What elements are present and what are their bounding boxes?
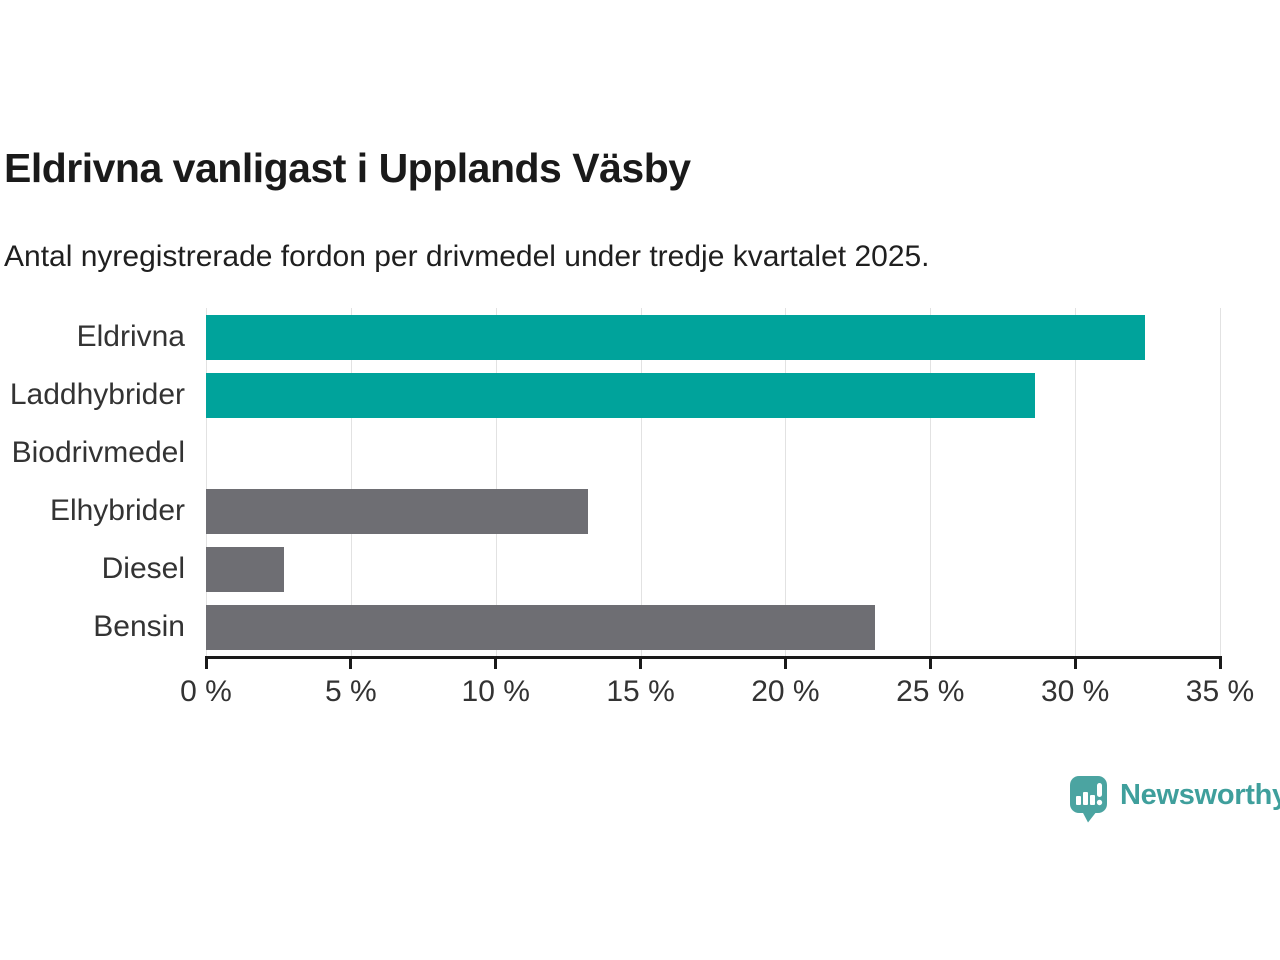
axis-tick [1218, 656, 1222, 669]
chart-row: Bensin [0, 598, 1220, 656]
axis-tick [1073, 656, 1077, 669]
gridline [350, 308, 352, 656]
axis-tick [639, 656, 643, 669]
category-label: Eldrivna [76, 320, 185, 353]
gridline [640, 308, 642, 656]
x-axis: 0 % 5 % 10 % 15 % 20 % 25 % 30 % 35 % [180, 656, 1254, 708]
bar-track [206, 308, 1220, 366]
bar-track [206, 540, 1220, 598]
bar-chart: Eldrivna Laddhybrider Biodrivmedel Elhybrid… [0, 308, 1254, 708]
chart-row: Diesel [0, 540, 1220, 598]
axis-tick-label: 15 % [606, 675, 675, 708]
axis-tick [928, 656, 932, 669]
bar [206, 488, 589, 534]
axis-tick-label: 30 % [1040, 675, 1110, 708]
chart-row: Biodrivmedel [0, 424, 1220, 482]
category-label: Diesel [101, 552, 185, 585]
axis-tick [349, 656, 353, 669]
gridline [1075, 308, 1077, 656]
bar-track [206, 424, 1220, 482]
bar [206, 314, 1145, 360]
gridline [785, 308, 787, 656]
chart-row: Elhybrider [0, 482, 1220, 540]
newsworthy-logo-icon [1070, 776, 1107, 823]
chart-plot-area: Eldrivna Laddhybrider Biodrivmedel Elhybrid… [0, 308, 1221, 656]
axis-tick [494, 656, 498, 669]
axis-tick [783, 656, 787, 669]
axis-tick-label: 35 % [1185, 675, 1255, 708]
axis-tick-label: 5 % [324, 675, 377, 708]
axis-tick-label: 10 % [461, 675, 530, 708]
bar [206, 546, 285, 592]
bar-track [206, 482, 1220, 540]
axis-tick-label: 20 % [751, 675, 820, 708]
chart-row: Laddhybrider [0, 366, 1220, 424]
gridline [495, 308, 497, 656]
gridline [1220, 308, 1221, 656]
bar [206, 604, 876, 650]
chart-row: Eldrivna [0, 308, 1220, 366]
bar-track [206, 366, 1220, 424]
chart-title: Eldrivna vanligast i Upplands Väsby [4, 145, 691, 191]
gridline [930, 308, 932, 656]
chart-subtitle: Antal nyregistrerade fordon per drivmede… [4, 240, 930, 273]
category-label: Bensin [93, 610, 185, 643]
axis-tick-label: 25 % [896, 675, 965, 708]
bar-track [206, 598, 1220, 656]
newsworthy-logo: Newsworthy [1070, 776, 1280, 823]
gridlines [206, 308, 1221, 656]
axis-tick [204, 656, 208, 669]
newsworthy-logo-text: Newsworthy [1120, 779, 1280, 811]
category-label: Biodrivmedel [11, 436, 185, 469]
axis-tick-label: 0 % [180, 675, 232, 708]
category-label: Elhybrider [49, 494, 185, 527]
bar [206, 372, 1035, 418]
gridline [206, 308, 207, 656]
category-label: Laddhybrider [9, 378, 185, 411]
